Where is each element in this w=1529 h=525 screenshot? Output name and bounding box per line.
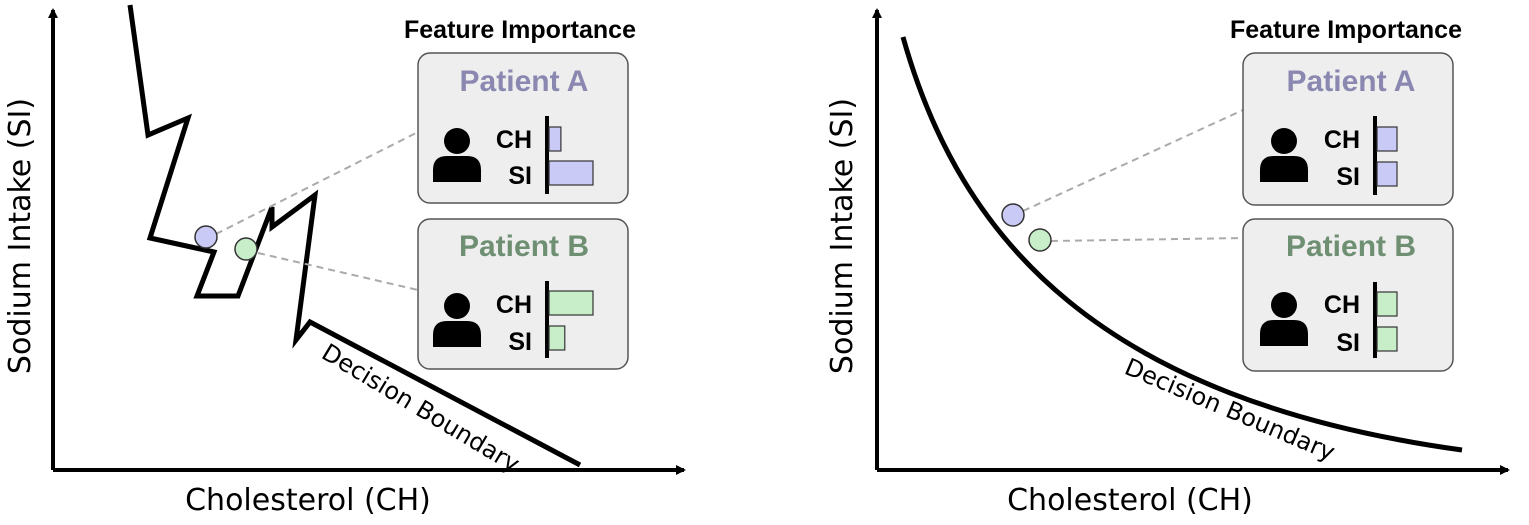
left-patient-b-card: Patient B CH SI — [417, 218, 629, 370]
right-patient-a-point — [1001, 203, 1025, 227]
left-patient-b-bar-ch — [548, 290, 594, 316]
right-leader-a — [1022, 109, 1244, 212]
left-patient-a-card: Patient A CH SI — [417, 52, 629, 204]
left-feature-importance-title: Feature Importance — [404, 16, 636, 44]
right-patient-a-feature-label-si: SI — [1336, 163, 1360, 191]
right-y-axis-title: Sodium Intake (SI) — [825, 98, 860, 374]
person-icon — [1260, 292, 1308, 346]
right-patient-a-feature-label-ch: CH — [1324, 126, 1360, 154]
person-icon — [433, 128, 481, 182]
right-patient-a-bar-si — [1376, 161, 1398, 187]
left-patient-a-point — [194, 225, 218, 249]
right-patient-b-point — [1028, 228, 1052, 252]
left-patient-b-bar-si — [548, 325, 566, 351]
left-patient-b-title: Patient B — [459, 230, 589, 263]
person-icon — [433, 293, 481, 347]
right-leader-b — [1050, 237, 1244, 242]
right-patient-a-title: Patient A — [1287, 65, 1416, 98]
left-x-axis-title: Cholesterol (CH) — [185, 483, 431, 518]
right-panel: Cholesterol (CH) Sodium Intake (SI) Deci… — [825, 8, 1510, 518]
right-patient-b-card: Patient B CH SI — [1242, 218, 1454, 372]
left-panel: Cholesterol (CH) Sodium Intake (SI) Deci… — [3, 4, 686, 518]
left-leader-a — [215, 131, 419, 235]
right-patient-b-title: Patient B — [1286, 230, 1416, 263]
left-patient-a-bar-ch — [548, 126, 562, 152]
right-patient-b-bar-si — [1376, 326, 1398, 352]
right-patient-b-feature-label-si: SI — [1336, 329, 1360, 357]
right-feature-importance-title: Feature Importance — [1230, 16, 1462, 44]
left-patient-b-feature-label-ch: CH — [496, 291, 532, 319]
left-patient-a-feature-label-si: SI — [508, 162, 532, 190]
right-patient-b-bar-ch — [1376, 291, 1398, 317]
right-patient-a-bar-ch — [1376, 126, 1398, 152]
left-patient-a-feature-label-ch: CH — [496, 126, 532, 154]
person-icon — [1260, 128, 1308, 182]
right-patient-b-feature-label-ch: CH — [1324, 291, 1360, 319]
right-decision-boundary — [900, 36, 1463, 453]
left-patient-b-point — [234, 237, 258, 261]
left-patient-a-title: Patient A — [460, 65, 589, 98]
left-patient-a-bar-si — [548, 160, 594, 186]
left-y-axis-title: Sodium Intake (SI) — [3, 98, 38, 374]
right-patient-a-card: Patient A CH SI — [1242, 52, 1454, 206]
left-patient-b-feature-label-si: SI — [508, 328, 532, 356]
left-leader-b — [257, 252, 419, 291]
left-decision-boundary — [127, 4, 582, 468]
right-x-axis-title: Cholesterol (CH) — [1007, 483, 1253, 518]
